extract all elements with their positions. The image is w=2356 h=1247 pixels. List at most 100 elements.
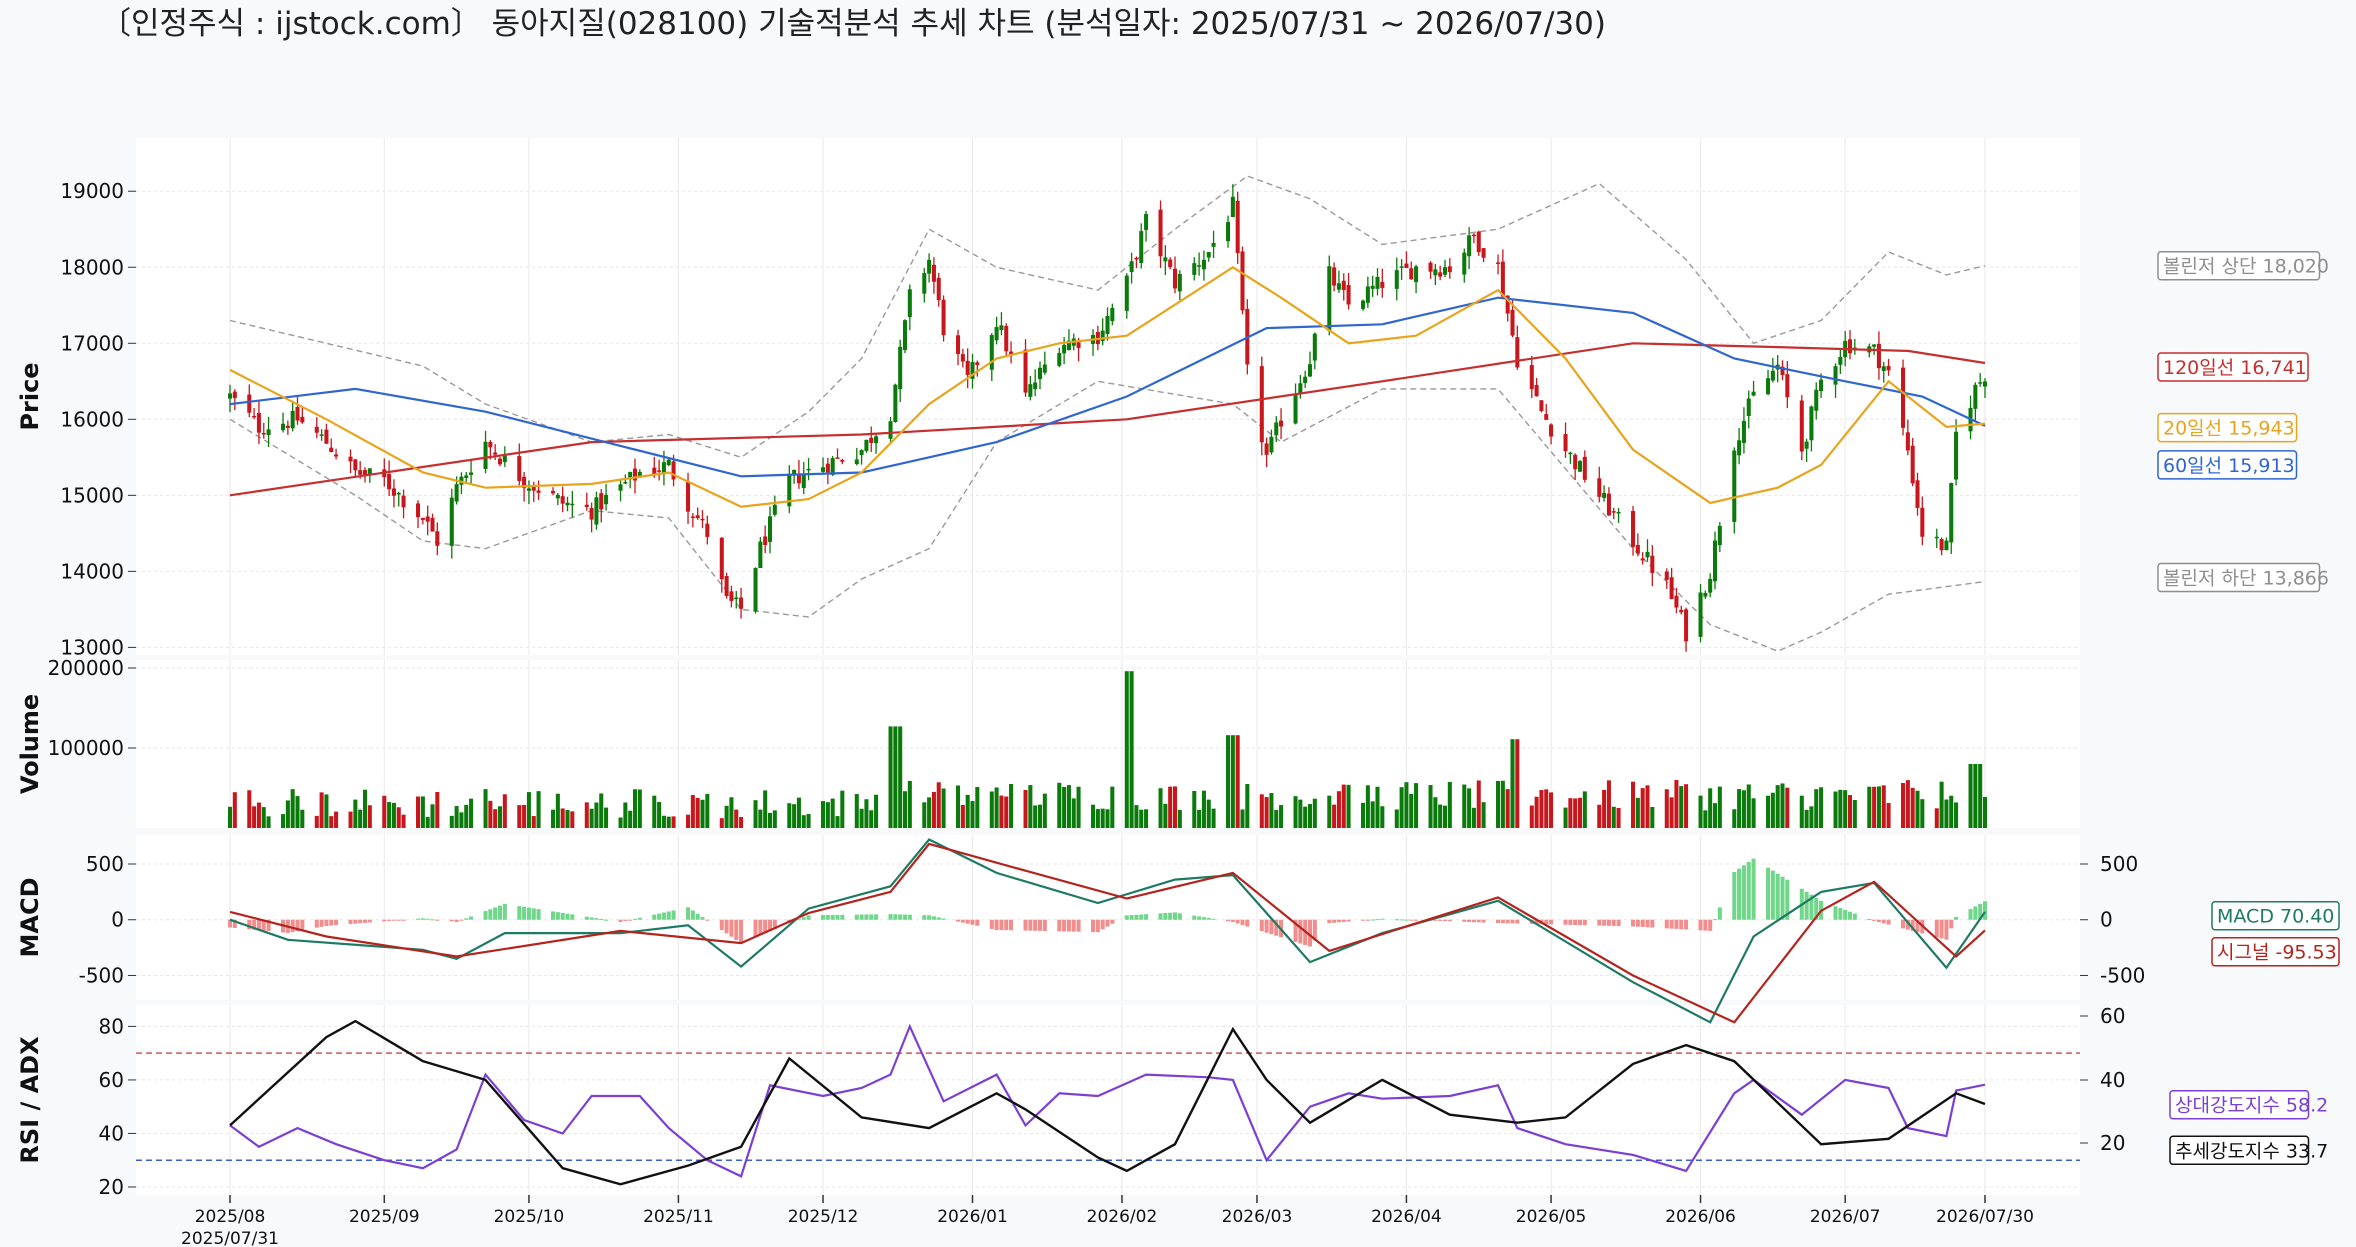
- volume-bar: [792, 804, 797, 828]
- macd-histogram-bar: [888, 914, 893, 920]
- candle-down: [695, 515, 700, 519]
- candle-up: [1110, 308, 1115, 321]
- volume-bar: [1471, 807, 1476, 828]
- volume-bar: [1804, 809, 1809, 828]
- macd-histogram-bar: [772, 919, 777, 930]
- candle-down: [295, 406, 300, 421]
- volume-bar: [459, 812, 464, 828]
- macd-histogram-bar: [367, 919, 372, 923]
- volume-bar: [1611, 806, 1616, 828]
- bollinger-lower-line: [229, 380, 1986, 652]
- x-tick-label: 2026/04: [1371, 1207, 1442, 1227]
- volume-bar: [618, 817, 623, 828]
- volume-bar: [1635, 797, 1640, 828]
- candle-down: [358, 470, 363, 475]
- macd-histogram-bar: [1876, 919, 1881, 923]
- x-tick-sublabel: 2025/07/31: [181, 1229, 279, 1247]
- candle-down: [739, 597, 744, 609]
- volume-bar: [767, 812, 773, 828]
- candle-down: [329, 447, 334, 453]
- macd-histogram-bar: [695, 913, 700, 920]
- candle-down: [1669, 577, 1674, 599]
- legend-bollinger-upper: 볼린저 상단 18,020: [2163, 256, 2329, 278]
- macd-histogram-bar: [1004, 919, 1009, 931]
- volume-bar: [1500, 780, 1505, 828]
- volume-bar: [1428, 785, 1433, 828]
- macd-histogram-bar: [1602, 919, 1607, 926]
- volume-bar: [989, 791, 994, 828]
- macd-histogram-bar: [416, 918, 421, 920]
- volume-bar: [898, 726, 903, 828]
- volume-bar: [1549, 792, 1554, 828]
- x-tick-label: 2026/03: [1222, 1207, 1293, 1227]
- candle-up: [994, 327, 999, 341]
- macd-histogram-bar: [522, 906, 527, 920]
- volume-bar: [1264, 797, 1269, 828]
- y-tick-label: -500: [79, 963, 124, 987]
- legend-adx-box: [2169, 1135, 2310, 1166]
- candle-up: [927, 259, 932, 274]
- volume-bar: [1732, 809, 1737, 828]
- candle-down: [1158, 209, 1163, 257]
- candle-up: [830, 458, 835, 475]
- y-tick-label: 19000: [60, 179, 124, 203]
- candle-up: [1766, 378, 1771, 395]
- y-tick-label-right: 0: [2100, 908, 2113, 932]
- macd-histogram-bar: [864, 914, 869, 920]
- macd-histogram-bar: [1409, 919, 1414, 921]
- candle-down: [391, 488, 396, 496]
- volume-bar: [401, 814, 406, 828]
- macd-histogram-bar: [835, 914, 840, 920]
- candle-up: [1645, 551, 1650, 558]
- macd-histogram-bar: [1650, 919, 1655, 928]
- volume-bar: [1876, 786, 1881, 828]
- macd-histogram-bar: [1496, 919, 1501, 924]
- candle-up: [1717, 525, 1722, 546]
- x-tick-label: 2026/05: [1516, 1207, 1587, 1227]
- volume-bar: [1100, 808, 1105, 828]
- volume-bar: [391, 802, 396, 828]
- candle-down: [348, 456, 353, 462]
- candle-down: [232, 391, 237, 399]
- candle-up: [1226, 222, 1231, 242]
- macd-histogram-bar: [1404, 919, 1409, 921]
- chart-layer: 2025/08 2025/09 2025/10 2025/11 2025/12 2026/…: [16, 138, 2340, 1247]
- volume-bar: [1684, 784, 1689, 828]
- candle-down: [314, 426, 319, 433]
- macd-histogram-bar: [1814, 897, 1819, 920]
- volume-bar: [517, 805, 522, 828]
- volume-bar: [1717, 786, 1722, 828]
- macd-histogram-bar: [970, 919, 975, 925]
- macd-histogram-bar: [1361, 919, 1366, 921]
- macd-histogram-bar: [671, 910, 676, 920]
- candle-up: [801, 474, 806, 489]
- macd-histogram-bar: [1573, 919, 1578, 925]
- macd-histogram-bar: [1809, 894, 1814, 920]
- macd-histogram-bar: [1192, 915, 1197, 920]
- volume-bar: [483, 789, 488, 828]
- volume-bar: [637, 789, 642, 828]
- macd-histogram-bar: [1414, 919, 1419, 921]
- legend-adx: 추세강도지수 33.7: [2175, 1140, 2328, 1162]
- candle-down: [1438, 272, 1443, 277]
- volume-bar: [796, 797, 801, 828]
- volume-bar: [1708, 788, 1713, 828]
- macd-histogram-bar: [469, 916, 474, 920]
- candle-up: [502, 455, 507, 463]
- volume-bar: [1910, 787, 1915, 828]
- volume-bar: [464, 804, 469, 828]
- volume-bar: [1110, 786, 1115, 828]
- candle-down: [1235, 200, 1240, 254]
- volume-bar: [1529, 805, 1534, 828]
- volume-bar: [1226, 735, 1231, 828]
- macd-histogram-bar: [1095, 919, 1100, 933]
- y-tick-label: 20: [99, 1175, 124, 1199]
- candle-up: [1741, 420, 1746, 443]
- volume-bar: [835, 816, 840, 828]
- volume-bar: [1230, 735, 1235, 828]
- macd-histogram-bar: [1476, 919, 1481, 923]
- macd-histogram-bar: [893, 914, 898, 920]
- macd-histogram-bar: [729, 919, 734, 937]
- candle-down: [387, 474, 392, 490]
